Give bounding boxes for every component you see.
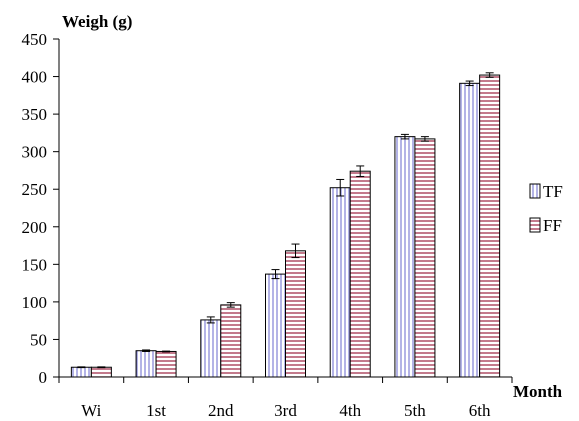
- bars-group: [70, 72, 501, 378]
- y-tick-label: 0: [39, 368, 48, 387]
- bar-ff: [90, 366, 112, 378]
- x-axis-title: Month: [513, 382, 563, 401]
- y-axis-title: Weigh (g): [62, 12, 132, 31]
- x-tick-label: 6th: [469, 401, 491, 420]
- bar-tf: [200, 319, 222, 378]
- legend-swatch-tf: [529, 183, 541, 199]
- legend-label-ff: FF: [543, 216, 562, 235]
- bar-ff: [155, 350, 177, 378]
- x-tick-label: 1st: [146, 401, 166, 420]
- y-axis: 0 50 100 150 200 250 300 350 400 450: [22, 30, 59, 387]
- x-tick-label: Wi: [81, 401, 101, 420]
- y-tick-label: 200: [22, 218, 48, 237]
- bar-ff: [285, 250, 306, 378]
- bar-tf: [70, 366, 92, 378]
- x-tick-label: 4th: [339, 401, 361, 420]
- x-axis: Wi 1st 2nd 3rd 4th 5th 6th: [58, 377, 513, 420]
- x-tick-label: 5th: [404, 401, 426, 420]
- bar-ff: [349, 170, 371, 378]
- bar-tf: [135, 350, 157, 378]
- y-tick-label: 300: [22, 143, 48, 162]
- bar-tf: [265, 273, 286, 378]
- legend-label-tf: TF: [543, 182, 563, 201]
- y-tick-label: 450: [22, 30, 48, 49]
- bar-tf: [394, 136, 416, 378]
- y-tick-label: 50: [30, 330, 47, 349]
- legend: TF FF: [529, 182, 563, 235]
- y-tick-label: 100: [22, 293, 48, 312]
- bar-tf: [329, 187, 351, 378]
- y-tick-label: 250: [22, 180, 48, 199]
- y-tick-label: 400: [22, 68, 48, 87]
- bar-ff: [479, 74, 501, 378]
- bar-tf: [459, 82, 481, 378]
- x-tick-label: 2nd: [208, 401, 234, 420]
- bar-ff: [414, 138, 436, 378]
- y-tick-label: 350: [22, 105, 48, 124]
- x-tick-label: 3rd: [274, 401, 297, 420]
- y-tick-label: 150: [22, 255, 48, 274]
- legend-swatch-ff: [529, 217, 541, 233]
- bar-ff: [220, 304, 242, 378]
